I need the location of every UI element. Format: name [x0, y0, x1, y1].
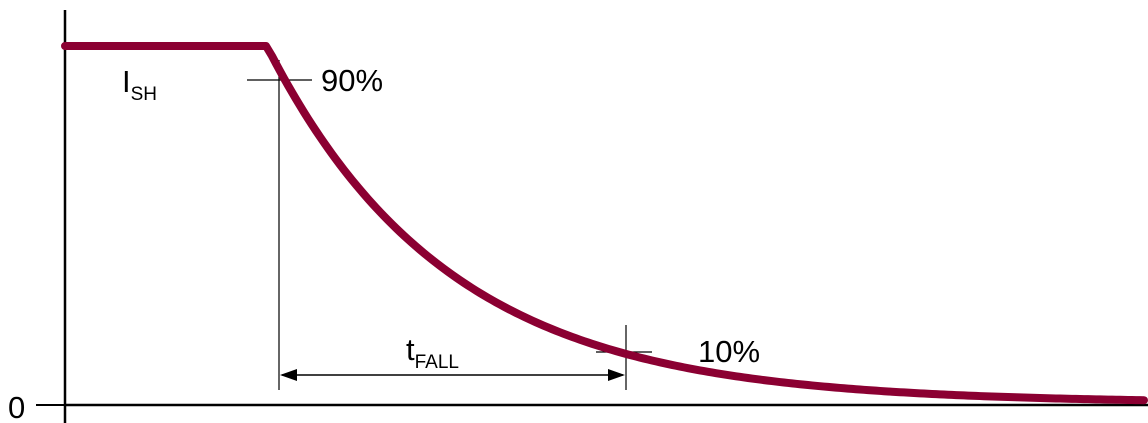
tfall-arrowhead-right	[608, 369, 625, 381]
tfall-arrowhead-left	[280, 369, 297, 381]
percent-90-label: 90%	[321, 63, 383, 98]
tfall-subscript: FALL	[415, 352, 459, 373]
tfall-main: t	[406, 332, 415, 367]
ish-label: ISH	[122, 64, 157, 105]
ish-subscript: SH	[131, 84, 157, 105]
zero-label: 0	[8, 390, 25, 423]
tfall-label: tFALL	[406, 332, 459, 373]
percent-10-label: 10%	[698, 334, 760, 369]
ish-main: I	[122, 64, 131, 99]
signal-curve	[61, 42, 1148, 405]
